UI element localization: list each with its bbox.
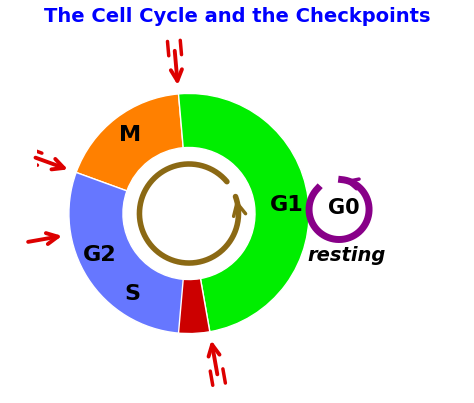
Wedge shape: [76, 94, 183, 191]
Wedge shape: [69, 172, 183, 333]
Text: S: S: [125, 284, 141, 304]
Text: G2: G2: [83, 245, 117, 265]
Wedge shape: [179, 93, 309, 332]
Text: G1: G1: [270, 195, 303, 215]
Text: The Cell Cycle and the Checkpoints: The Cell Cycle and the Checkpoints: [44, 7, 430, 26]
Text: resting: resting: [308, 246, 386, 265]
Wedge shape: [71, 225, 210, 334]
Text: G0: G0: [328, 197, 360, 218]
Text: M: M: [119, 125, 141, 145]
